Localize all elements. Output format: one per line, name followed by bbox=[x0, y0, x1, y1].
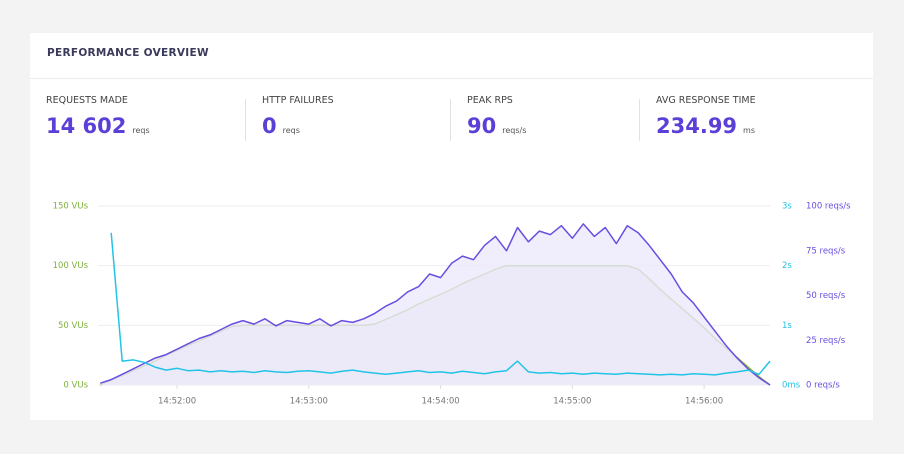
stat-value: 0 reqs bbox=[262, 114, 452, 138]
stat-unit: ms bbox=[743, 126, 756, 135]
y-tick-label: 50 VUs bbox=[58, 321, 89, 331]
y3-tick-label: 0 reqs/s bbox=[806, 381, 840, 391]
divider bbox=[245, 99, 246, 141]
series-line bbox=[99, 223, 771, 386]
y2-tick-label: 1s bbox=[782, 321, 792, 331]
y-tick-label: 150 VUs bbox=[53, 202, 89, 212]
stat-label: HTTP FAILURES bbox=[262, 95, 334, 106]
stat: AVG RESPONSE TIME 234.99 ms bbox=[656, 95, 846, 138]
y3-tick-label: 50 reqs/s bbox=[806, 291, 846, 301]
stat-value: 14 602 reqs bbox=[46, 114, 236, 138]
x-tick-label: 14:54:00 bbox=[421, 397, 459, 407]
card-title: PERFORMANCE OVERVIEW bbox=[47, 47, 209, 59]
stat-value: 90 reqs/s bbox=[467, 114, 657, 138]
divider bbox=[450, 99, 451, 141]
stat: PEAK RPS 90 reqs/s bbox=[467, 95, 657, 138]
series-area bbox=[100, 223, 770, 385]
stat-unit: reqs/s bbox=[502, 126, 527, 135]
x-tick-label: 14:53:00 bbox=[290, 397, 328, 407]
y3-tick-label: 75 reqs/s bbox=[806, 246, 846, 256]
y2-tick-label: 2s bbox=[782, 261, 792, 271]
stat-unit: reqs bbox=[282, 126, 300, 135]
stat-number: 90 bbox=[467, 114, 497, 138]
stat-label: PEAK RPS bbox=[467, 95, 513, 106]
stat: REQUESTS MADE 14 602 reqs bbox=[46, 95, 236, 138]
x-tick-label: 14:56:00 bbox=[685, 397, 723, 407]
stat-label: REQUESTS MADE bbox=[46, 95, 128, 106]
x-tick-label: 14:55:00 bbox=[553, 397, 591, 407]
stat-unit: reqs bbox=[132, 126, 150, 135]
y-tick-label: 0 VUs bbox=[63, 381, 88, 391]
stat: HTTP FAILURES 0 reqs bbox=[262, 95, 452, 138]
y-tick-label: 100 VUs bbox=[53, 261, 89, 271]
stat-value: 234.99 ms bbox=[656, 114, 846, 138]
y2-tick-label: 3s bbox=[782, 202, 792, 212]
series-line bbox=[110, 232, 771, 376]
y3-tick-label: 25 reqs/s bbox=[806, 336, 846, 346]
stat-label: AVG RESPONSE TIME bbox=[656, 95, 756, 106]
y2-tick-label: 0ms bbox=[782, 381, 801, 391]
divider bbox=[639, 99, 640, 141]
stat-number: 234.99 bbox=[656, 114, 738, 138]
y3-tick-label: 100 reqs/s bbox=[806, 202, 851, 212]
x-tick-label: 14:52:00 bbox=[158, 397, 196, 407]
divider bbox=[30, 78, 873, 79]
stat-number: 0 bbox=[262, 114, 277, 138]
stat-number: 14 602 bbox=[46, 114, 127, 138]
